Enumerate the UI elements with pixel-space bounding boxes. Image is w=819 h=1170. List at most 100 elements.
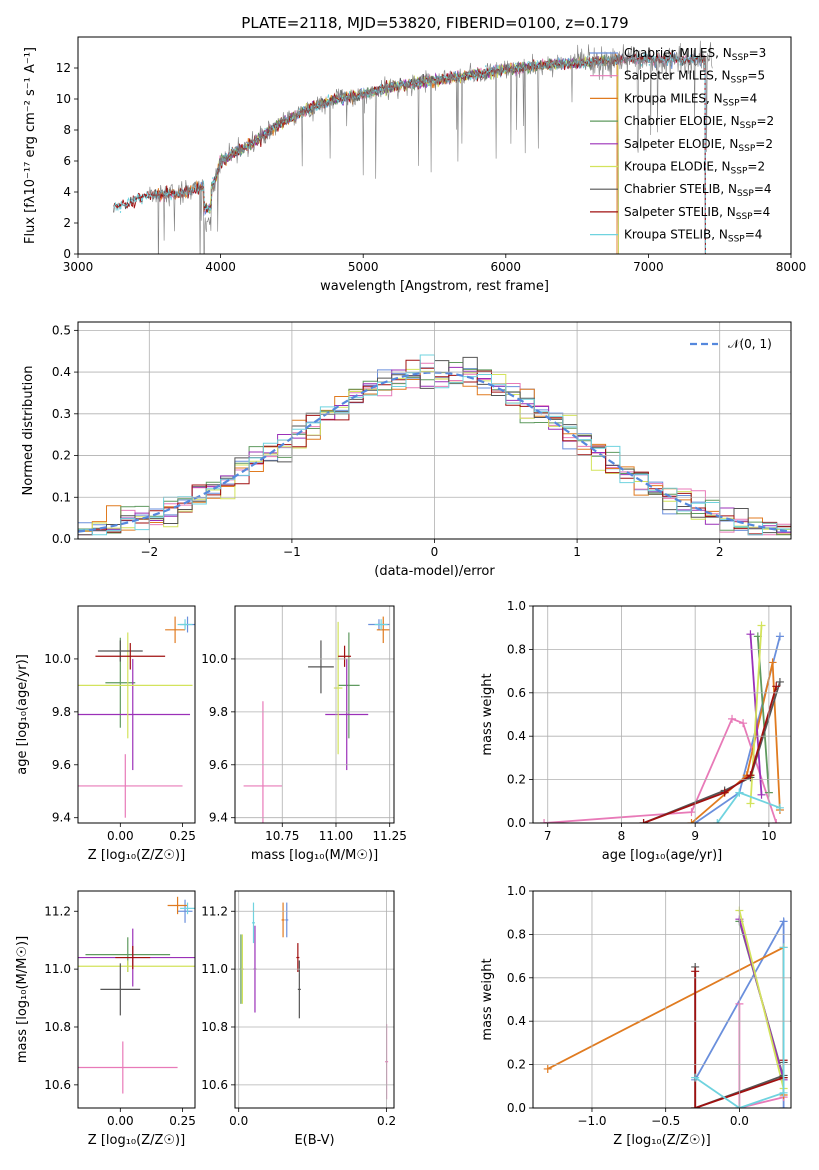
y-tick-label: 9.6 [209,758,228,772]
x-tick-label: 7000 [633,260,664,274]
x-tick-label: −1.0 [577,1114,606,1128]
panel-2: −2 −1 0 1 2 0.0 0.1 0.2 0.3 0.4 0.5 (data-model)/er… [21,321,792,579]
series-point [772,682,781,691]
y-tick-label: 0.2 [507,1058,526,1072]
series-point [757,790,766,799]
legend: 𝒩(0, 1) [690,337,772,351]
legend: Chabrier MILES, NSSP=3 Salpeter MILES, NS… [590,46,774,245]
y-tick-label: 9.4 [209,811,228,825]
series-kroupa-stelib [713,788,784,823]
axes-frame [77,321,792,540]
errorbar-point [78,658,191,771]
series-line [544,717,778,823]
y-tick-label: 11.2 [201,904,228,918]
x-tick-label: 3000 [63,260,94,274]
x-tick-label: 0.00 [107,1114,134,1128]
legend-entry: Salpeter MILES, NSSP=5 [624,69,765,86]
axes-frame [77,890,196,1109]
y-tick-label: 11.0 [44,962,71,976]
series-line [738,910,785,1089]
axes-frame [532,890,792,1109]
panel-8: −1.0 −0.5 0.0 0.0 0.2 0.4 0.6 0.8 1.0 Z [log₁₀(Z/… [480,884,792,1148]
y-axis-label: mass [log₁₀(M/M☉)] [15,936,30,1063]
x-axis-label: wavelength [Angstrom, rest frame] [320,279,549,294]
y-tick-label: 10.0 [44,652,71,666]
panel-7: 0.0 0.2 10.6 10.8 11.0 11.2 E(B-V) [201,890,396,1148]
y-tick-label: 9.4 [52,811,71,825]
plot-area [78,896,195,1094]
x-tick-label: 8 [618,829,626,843]
x-tick-label: 0.2 [377,1114,396,1128]
y-tick-label: 0.4 [507,729,526,743]
x-tick-label: 10 [761,829,776,843]
series-point [779,943,788,952]
y-axis-label: mass weight [480,673,495,755]
x-tick-label: −2 [140,545,158,559]
axes-frame [234,605,395,824]
axes-frame [234,890,395,1109]
series-point [543,1064,552,1073]
plot-area [540,621,784,823]
y-tick-label: 10.6 [201,1078,228,1092]
errorbar-point [338,645,352,667]
series-point [713,819,722,823]
x-axis-label: age [log₁₀(age/yr)] [602,848,723,863]
legend-entry: Chabrier STELIB, NSSP=4 [624,182,772,199]
errorbar-point [308,640,334,694]
y-tick-label: 1.0 [507,599,526,613]
x-tick-label: 4000 [205,260,236,274]
y-axis-label: mass weight [480,958,495,1040]
errorbar-point [376,616,390,644]
x-tick-label: 11.25 [373,829,407,843]
series-salpeter-stelib [639,682,781,823]
x-tick-label: 0.0 [229,1114,248,1128]
errorbar-point [338,632,360,739]
series-point [687,819,696,823]
series-point [779,1104,788,1108]
legend-entry: Kroupa ELODIE, NSSP=2 [624,160,765,177]
y-tick-label: 9.6 [52,758,71,772]
x-tick-label: 0.25 [169,1114,196,1128]
errorbar-point [78,632,193,739]
y-tick-label: 10.6 [44,1078,71,1092]
axes-frame [532,605,792,824]
y-tick-label: 11.2 [44,904,71,918]
series-point [687,808,696,817]
legend-entry: Kroupa STELIB, NSSP=4 [624,228,762,245]
x-tick-label: 0.00 [107,829,134,843]
x-tick-label: 2 [716,545,724,559]
series-point [746,799,755,808]
series-point [691,967,700,976]
errorbar-point [167,896,188,915]
errorbar-point [251,902,255,944]
series-point [775,677,784,686]
series-point [757,621,766,630]
plot-area [113,40,713,254]
legend-entry: Salpeter ELODIE, NSSP=2 [624,137,773,154]
errorbar-point [100,963,141,1016]
errorbar-point [78,960,195,973]
x-tick-label: 0.0 [730,1114,749,1128]
y-axis-label: Normed distribution [21,366,36,496]
y-tick-label: 0.5 [52,323,71,337]
x-tick-label: −1 [283,545,301,559]
errorbar-point [297,960,301,1019]
errorbar-point [285,902,289,938]
x-tick-label: 6000 [491,260,522,274]
axes-frame [77,36,792,255]
errorbar-point [177,899,193,923]
series-point [779,1088,788,1097]
series-point [779,917,788,926]
x-tick-label: 8000 [776,260,807,274]
series-point [772,819,781,823]
errorbar-point [333,621,343,755]
legend-entry: Chabrier ELODIE, NSSP=2 [624,114,774,131]
series-point [691,1073,700,1082]
y-tick-label: 0.3 [52,407,71,421]
y-tick-label: 0.8 [507,642,526,656]
y-tick-label: 0.1 [52,490,71,504]
errorbar-point [165,616,186,644]
series-point [739,719,748,728]
y-tick-label: 1.0 [507,884,526,898]
